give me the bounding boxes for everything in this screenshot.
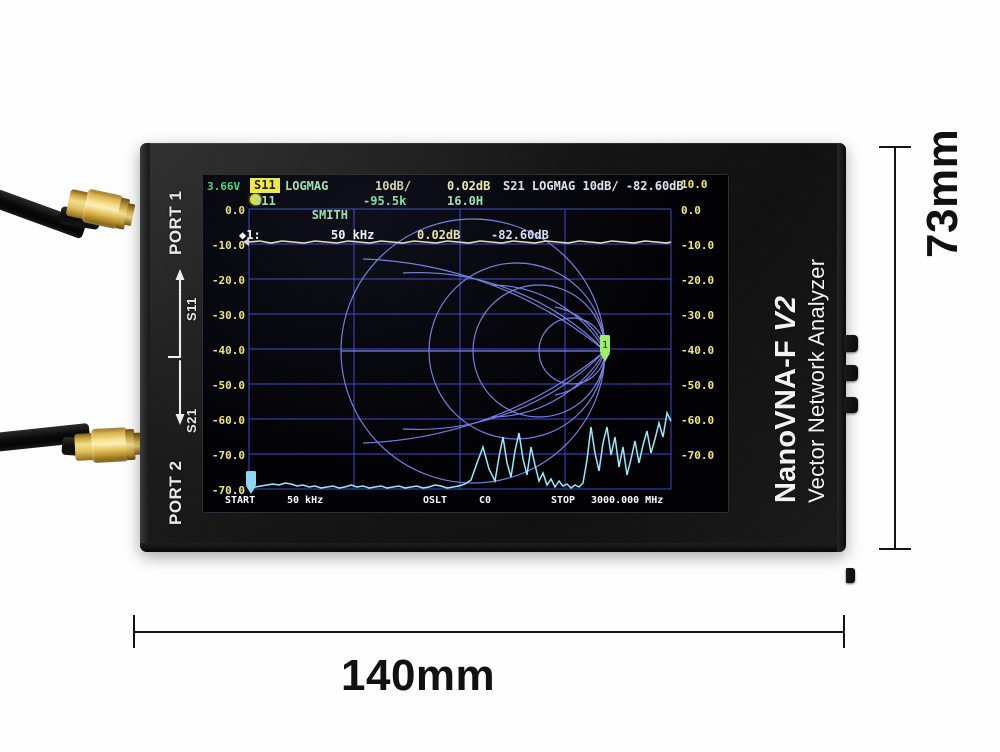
side-button-2[interactable] xyxy=(844,365,858,381)
side-button-1[interactable] xyxy=(844,335,858,352)
axis-left-tick-1: -10.0 xyxy=(211,239,245,252)
sweep-plot xyxy=(243,208,672,490)
port1-label: PORT 1 xyxy=(166,190,185,255)
port2-label: PORT 2 xyxy=(166,460,185,525)
brand-subtitle: Vector Network Analyzer xyxy=(804,258,829,503)
marker-tag[interactable]: ◆1: xyxy=(239,228,261,242)
footer-stop-value[interactable]: 3000.000 MHz xyxy=(591,495,664,506)
trace2-value-imag: 16.0H xyxy=(447,194,484,208)
axis-right-tick-7: -60.0 xyxy=(681,414,715,427)
trace1-scale[interactable]: 10dB/ xyxy=(375,179,412,193)
trace2-channel: S11 xyxy=(254,194,276,208)
axis-right-tick-1: 0.0 xyxy=(681,204,701,217)
trace1-value: 0.02dB xyxy=(447,179,491,193)
trace-s21-logmag xyxy=(248,410,672,490)
axis-left-tick-8: -70.0 xyxy=(211,484,245,497)
axis-left-tick-2: -20.0 xyxy=(211,274,245,287)
nanovna-device-body: PORT 1 S11 S21 PORT 2 NanoVNA-F V2 Vecto… xyxy=(140,143,858,583)
axis-right-tick-3: -20.0 xyxy=(681,274,715,287)
axis-right-tick-6: -50.0 xyxy=(681,379,715,392)
brand-version-text: V2 xyxy=(770,295,802,332)
footer-channel-label[interactable]: C0 xyxy=(479,495,492,506)
footer-stop-label[interactable]: STOP xyxy=(551,495,576,506)
trace1-format[interactable]: LOGMAG xyxy=(285,179,329,193)
smith-marker-flag[interactable]: 1 xyxy=(596,335,614,367)
axis-left-tick-7: -70.0 xyxy=(211,449,245,462)
trace2-channel-format[interactable]: S11 SMITH xyxy=(254,194,348,222)
width-dimension-line xyxy=(133,631,845,633)
s11-path-label: S11 xyxy=(184,297,199,321)
svg-text:1: 1 xyxy=(602,340,608,351)
marker-value-trace3: -82.60dB xyxy=(491,228,549,242)
axis-right-tick-4: -30.0 xyxy=(681,309,715,322)
axis-left-tick-3: -30.0 xyxy=(211,309,245,322)
brand-name-text: NanoVNA-F xyxy=(770,340,802,503)
axis-left-tick-6: -60.0 xyxy=(211,414,245,427)
height-dimension-cap-bottom xyxy=(879,548,911,550)
footer-calibration-label[interactable]: OSLT xyxy=(423,495,448,506)
height-dimension-cap-top xyxy=(879,146,911,148)
trace2-channel-dot xyxy=(250,194,261,205)
lcd-screen[interactable]: 3.66V S11 LOGMAG 10dB/ 0.02dB S11 SMITH … xyxy=(203,175,728,512)
trace3-header[interactable]: S21 LOGMAG 10dB/ -82.60dB xyxy=(503,179,684,193)
sma-hex-nut xyxy=(90,427,129,464)
brand-name: NanoVNA-F V2 xyxy=(770,296,803,503)
height-dimension-label: 73mm xyxy=(918,128,967,258)
axis-right-tick-2: -10.0 xyxy=(681,239,715,252)
axis-right-tick-5: -40.0 xyxy=(681,344,715,357)
width-dimension-cap-left xyxy=(133,615,135,648)
side-button-power[interactable] xyxy=(846,568,855,583)
width-dimension-label: 140mm xyxy=(341,651,496,700)
axis-right-tick-8: -70.0 xyxy=(681,449,715,462)
s21-path-label: S21 xyxy=(184,408,199,433)
start-marker-flag[interactable] xyxy=(244,471,258,497)
axis-left-tick-0: 0.0 xyxy=(225,204,245,217)
battery-voltage: 3.66V xyxy=(207,180,241,193)
trace-s11-logmag xyxy=(248,240,672,244)
trace2-value-real: -95.5k xyxy=(363,194,407,208)
footer-start-value[interactable]: 50 kHz xyxy=(287,495,324,506)
device-right-bevel xyxy=(837,143,846,552)
axis-left-tick-4: -40.0 xyxy=(211,344,245,357)
side-button-3[interactable] xyxy=(844,397,858,413)
marker-frequency: 50 kHz xyxy=(331,228,375,242)
trace2-format: SMITH xyxy=(311,208,348,222)
device-left-bevel xyxy=(140,143,150,552)
axis-right-tick-0: 10.0 xyxy=(681,178,708,191)
trace1-channel-chip[interactable]: S11 xyxy=(250,178,280,193)
axis-left-tick-5: -50.0 xyxy=(211,379,245,392)
marker-left-indicator xyxy=(243,238,249,246)
width-dimension-cap-right xyxy=(843,615,845,648)
marker-value-trace1: 0.02dB xyxy=(417,228,461,242)
device-bottom-bevel xyxy=(140,543,846,552)
footer-start-label[interactable]: START xyxy=(225,495,256,506)
height-dimension-line xyxy=(894,146,896,550)
port-signal-path-diagram xyxy=(168,269,185,425)
